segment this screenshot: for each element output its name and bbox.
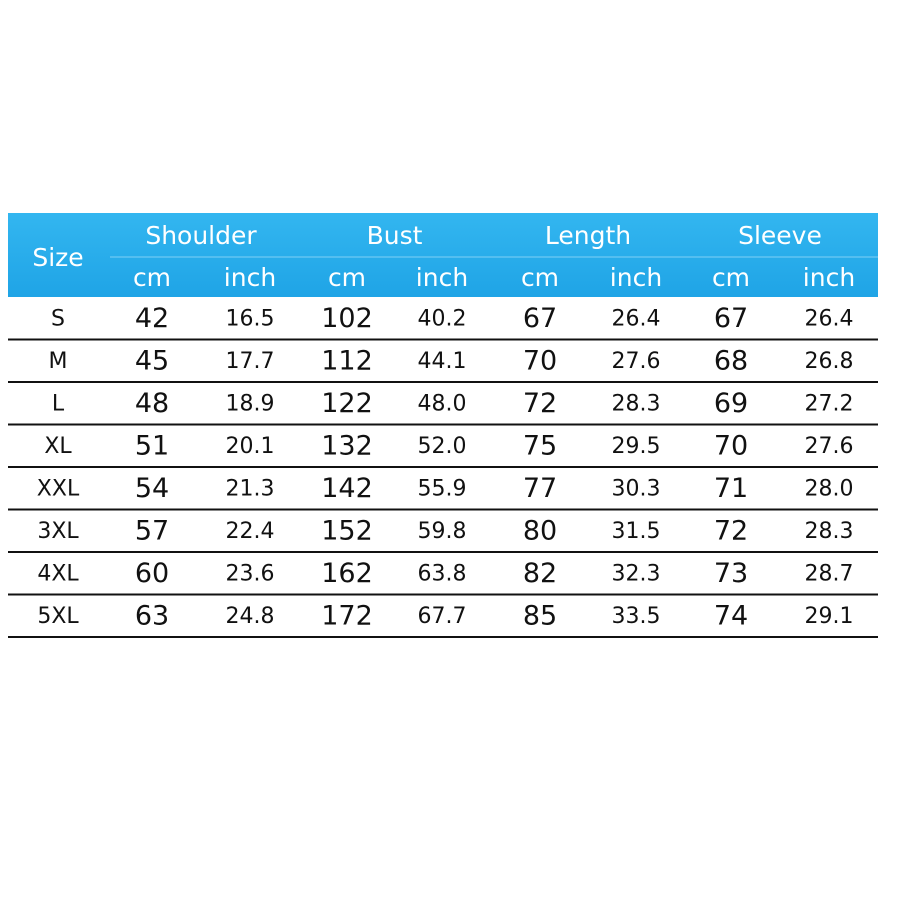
value-cell: 26.4 xyxy=(805,306,854,331)
value-cell: 48 xyxy=(135,388,169,419)
value-cell: 162 xyxy=(321,558,373,589)
value-cell: 80 xyxy=(523,515,557,546)
value-cell: 20.1 xyxy=(226,434,275,459)
value-cell: 30.3 xyxy=(612,476,661,501)
value-cell: 16.5 xyxy=(226,306,275,331)
unit-header: cm xyxy=(712,263,750,292)
value-cell: 51 xyxy=(135,430,169,461)
value-cell: 73 xyxy=(714,558,748,589)
value-cell: 24.8 xyxy=(226,604,275,629)
value-cell: 33.5 xyxy=(612,604,661,629)
unit-header: cm xyxy=(133,263,171,292)
value-cell: 29.5 xyxy=(612,434,661,459)
value-cell: 67 xyxy=(523,303,557,334)
unit-header: inch xyxy=(803,263,855,292)
value-cell: 63 xyxy=(135,600,169,631)
value-cell: 21.3 xyxy=(226,476,275,501)
value-cell: 26.4 xyxy=(612,306,661,331)
value-cell: 75 xyxy=(523,430,557,461)
value-cell: 57 xyxy=(135,515,169,546)
value-cell: 112 xyxy=(321,345,373,376)
value-cell: 63.8 xyxy=(418,561,467,586)
unit-header: inch xyxy=(610,263,662,292)
value-cell: 54 xyxy=(135,473,169,504)
value-cell: 67.7 xyxy=(418,604,467,629)
value-cell: 82 xyxy=(523,558,557,589)
value-cell: 72 xyxy=(523,388,557,419)
unit-header: cm xyxy=(328,263,366,292)
group-header: Length xyxy=(545,221,631,250)
value-cell: 122 xyxy=(321,388,373,419)
value-cell: 29.1 xyxy=(805,604,854,629)
value-cell: 72 xyxy=(714,515,748,546)
size-cell: S xyxy=(51,306,65,331)
value-cell: 17.7 xyxy=(226,349,275,374)
value-cell: 71 xyxy=(714,473,748,504)
group-header: Bust xyxy=(367,221,423,250)
value-cell: 32.3 xyxy=(612,561,661,586)
value-cell: 45 xyxy=(135,345,169,376)
header-band xyxy=(8,213,878,297)
unit-header: inch xyxy=(416,263,468,292)
unit-header: cm xyxy=(521,263,559,292)
group-header: Shoulder xyxy=(145,221,257,250)
value-cell: 48.0 xyxy=(418,391,467,416)
value-cell: 55.9 xyxy=(418,476,467,501)
value-cell: 132 xyxy=(321,430,373,461)
size-cell: XXL xyxy=(37,476,80,501)
value-cell: 28.0 xyxy=(805,476,854,501)
value-cell: 69 xyxy=(714,388,748,419)
value-cell: 40.2 xyxy=(418,306,467,331)
value-cell: 42 xyxy=(135,303,169,334)
value-cell: 77 xyxy=(523,473,557,504)
value-cell: 85 xyxy=(523,600,557,631)
value-cell: 22.4 xyxy=(226,519,275,544)
value-cell: 18.9 xyxy=(226,391,275,416)
value-cell: 70 xyxy=(523,345,557,376)
value-cell: 70 xyxy=(714,430,748,461)
size-cell: M xyxy=(49,349,68,374)
value-cell: 74 xyxy=(714,600,748,631)
value-cell: 28.3 xyxy=(612,391,661,416)
size-cell: 5XL xyxy=(37,604,79,629)
value-cell: 59.8 xyxy=(418,519,467,544)
size-cell: 4XL xyxy=(37,561,79,586)
value-cell: 142 xyxy=(321,473,373,504)
size-cell: XL xyxy=(44,434,72,459)
value-cell: 27.6 xyxy=(612,349,661,374)
value-cell: 60 xyxy=(135,558,169,589)
value-cell: 28.7 xyxy=(805,561,854,586)
size-cell: L xyxy=(52,391,65,416)
size-header: Size xyxy=(32,243,83,272)
value-cell: 44.1 xyxy=(418,349,467,374)
value-cell: 172 xyxy=(321,600,373,631)
value-cell: 27.6 xyxy=(805,434,854,459)
value-cell: 68 xyxy=(714,345,748,376)
group-header: Sleeve xyxy=(738,221,822,250)
value-cell: 28.3 xyxy=(805,519,854,544)
value-cell: 67 xyxy=(714,303,748,334)
value-cell: 152 xyxy=(321,515,373,546)
size-cell: 3XL xyxy=(37,519,79,544)
value-cell: 102 xyxy=(321,303,373,334)
value-cell: 27.2 xyxy=(805,391,854,416)
value-cell: 52.0 xyxy=(418,434,467,459)
unit-header: inch xyxy=(224,263,276,292)
value-cell: 31.5 xyxy=(612,519,661,544)
value-cell: 26.8 xyxy=(805,349,854,374)
value-cell: 23.6 xyxy=(226,561,275,586)
